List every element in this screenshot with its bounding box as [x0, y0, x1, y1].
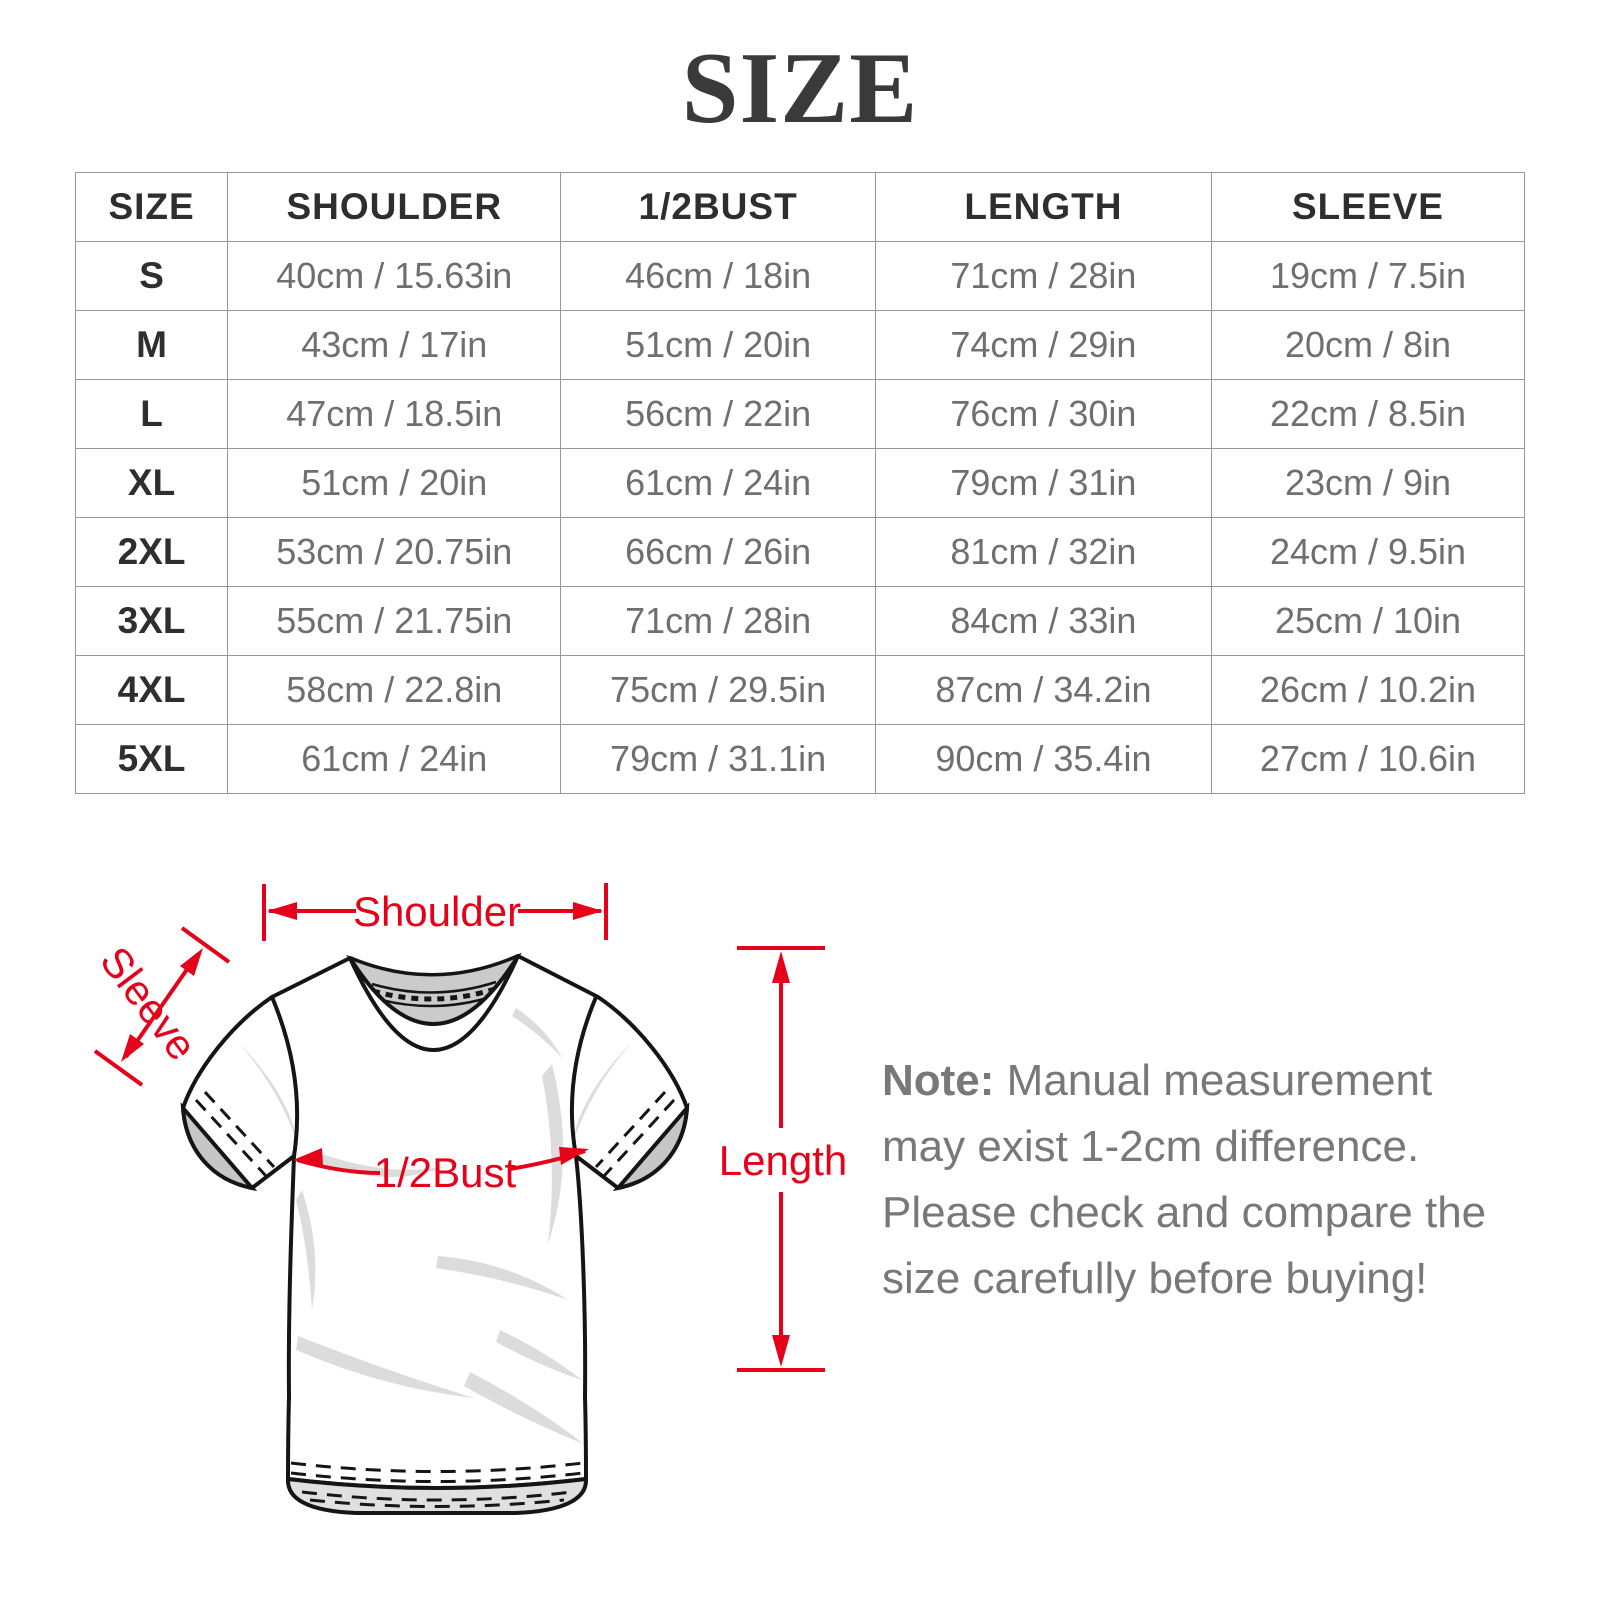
table-row: 4XL 58cm / 22.8in 75cm / 29.5in 87cm / 3… — [74, 655, 1526, 725]
shoulder-value: 51cm / 20in — [227, 448, 562, 518]
page-title: SIZE — [681, 32, 919, 145]
table-row: 2XL 53cm / 20.75in 66cm / 26in 81cm / 32… — [74, 517, 1526, 587]
shoulder-value: 40cm / 15.63in — [227, 241, 562, 311]
sleeve-value: 23cm / 9in — [1210, 448, 1526, 518]
size-label: M — [74, 310, 229, 380]
note-body: Manual measurement may exist 1-2cm diffe… — [882, 1056, 1487, 1303]
table-row: XL 51cm / 20in 61cm / 24in 79cm / 31in 2… — [74, 448, 1526, 518]
bust-value: 79cm / 31.1in — [560, 724, 876, 794]
length-dimension-label: Length — [719, 1137, 847, 1184]
table-row: 5XL 61cm / 24in 79cm / 31.1in 90cm / 35.… — [74, 724, 1526, 794]
bust-value: 46cm / 18in — [560, 241, 876, 311]
shoulder-dimension-arrow: Shoulder — [262, 883, 608, 941]
table-row: S 40cm / 15.63in 46cm / 18in 71cm / 28in… — [74, 241, 1526, 311]
table-row: M 43cm / 17in 51cm / 20in 74cm / 29in 20… — [74, 310, 1526, 380]
size-label: 3XL — [74, 586, 229, 656]
shoulder-value: 55cm / 21.75in — [227, 586, 562, 656]
length-value: 90cm / 35.4in — [874, 724, 1212, 794]
bust-value: 61cm / 24in — [560, 448, 876, 518]
size-label: XL — [74, 448, 229, 518]
length-dimension-arrow: Length — [719, 946, 847, 1372]
column-header-size: SIZE — [74, 172, 229, 242]
size-label: 5XL — [74, 724, 229, 794]
length-value: 81cm / 32in — [874, 517, 1212, 587]
size-label: 4XL — [74, 655, 229, 725]
length-value: 74cm / 29in — [874, 310, 1212, 380]
note-label: Note: — [882, 1056, 995, 1105]
table-row: 3XL 55cm / 21.75in 71cm / 28in 84cm / 33… — [74, 586, 1526, 656]
bust-dimension-label: 1/2Bust — [374, 1149, 517, 1196]
column-header-shoulder: SHOULDER — [227, 172, 562, 242]
shoulder-value: 43cm / 17in — [227, 310, 562, 380]
column-header-bust: 1/2BUST — [560, 172, 876, 242]
sleeve-value: 27cm / 10.6in — [1210, 724, 1526, 794]
sleeve-value: 25cm / 10in — [1210, 586, 1526, 656]
table-header-row: SIZE SHOULDER 1/2BUST LENGTH SLEEVE — [74, 172, 1526, 242]
length-value: 87cm / 34.2in — [874, 655, 1212, 725]
size-label: L — [74, 379, 229, 449]
length-value: 71cm / 28in — [874, 241, 1212, 311]
bust-value: 66cm / 26in — [560, 517, 876, 587]
bust-value: 71cm / 28in — [560, 586, 876, 656]
table-row: L 47cm / 18.5in 56cm / 22in 76cm / 30in … — [74, 379, 1526, 449]
sleeve-value: 22cm / 8.5in — [1210, 379, 1526, 449]
length-value: 79cm / 31in — [874, 448, 1212, 518]
column-header-length: LENGTH — [874, 172, 1212, 242]
size-label: S — [74, 241, 229, 311]
tshirt-icon — [180, 952, 690, 1515]
length-value: 76cm / 30in — [874, 379, 1212, 449]
sleeve-value: 20cm / 8in — [1210, 310, 1526, 380]
fold-shading — [238, 1008, 632, 1444]
shoulder-value: 61cm / 24in — [227, 724, 562, 794]
length-value: 84cm / 33in — [874, 586, 1212, 656]
bust-value: 51cm / 20in — [560, 310, 876, 380]
shoulder-value: 58cm / 22.8in — [227, 655, 562, 725]
bust-value: 75cm / 29.5in — [560, 655, 876, 725]
column-header-sleeve: SLEEVE — [1210, 172, 1526, 242]
measurement-note: Note: Manual measurement may exist 1-2cm… — [882, 1048, 1504, 1312]
sleeve-value: 26cm / 10.2in — [1210, 655, 1526, 725]
sleeve-value: 19cm / 7.5in — [1210, 241, 1526, 311]
shoulder-value: 47cm / 18.5in — [227, 379, 562, 449]
tshirt-measurement-diagram: Shoulder Sleeve 1/2Bust Length — [91, 883, 847, 1515]
bust-dimension-arrow: 1/2Bust — [293, 1147, 589, 1196]
bust-value: 56cm / 22in — [560, 379, 876, 449]
shoulder-dimension-label: Shoulder — [353, 888, 521, 935]
sleeve-value: 24cm / 9.5in — [1210, 517, 1526, 587]
size-label: 2XL — [74, 517, 229, 587]
size-chart-table: SIZE SHOULDER 1/2BUST LENGTH SLEEVE S 40… — [74, 172, 1526, 794]
shoulder-value: 53cm / 20.75in — [227, 517, 562, 587]
sleeve-dimension-label: Sleeve — [91, 938, 206, 1069]
